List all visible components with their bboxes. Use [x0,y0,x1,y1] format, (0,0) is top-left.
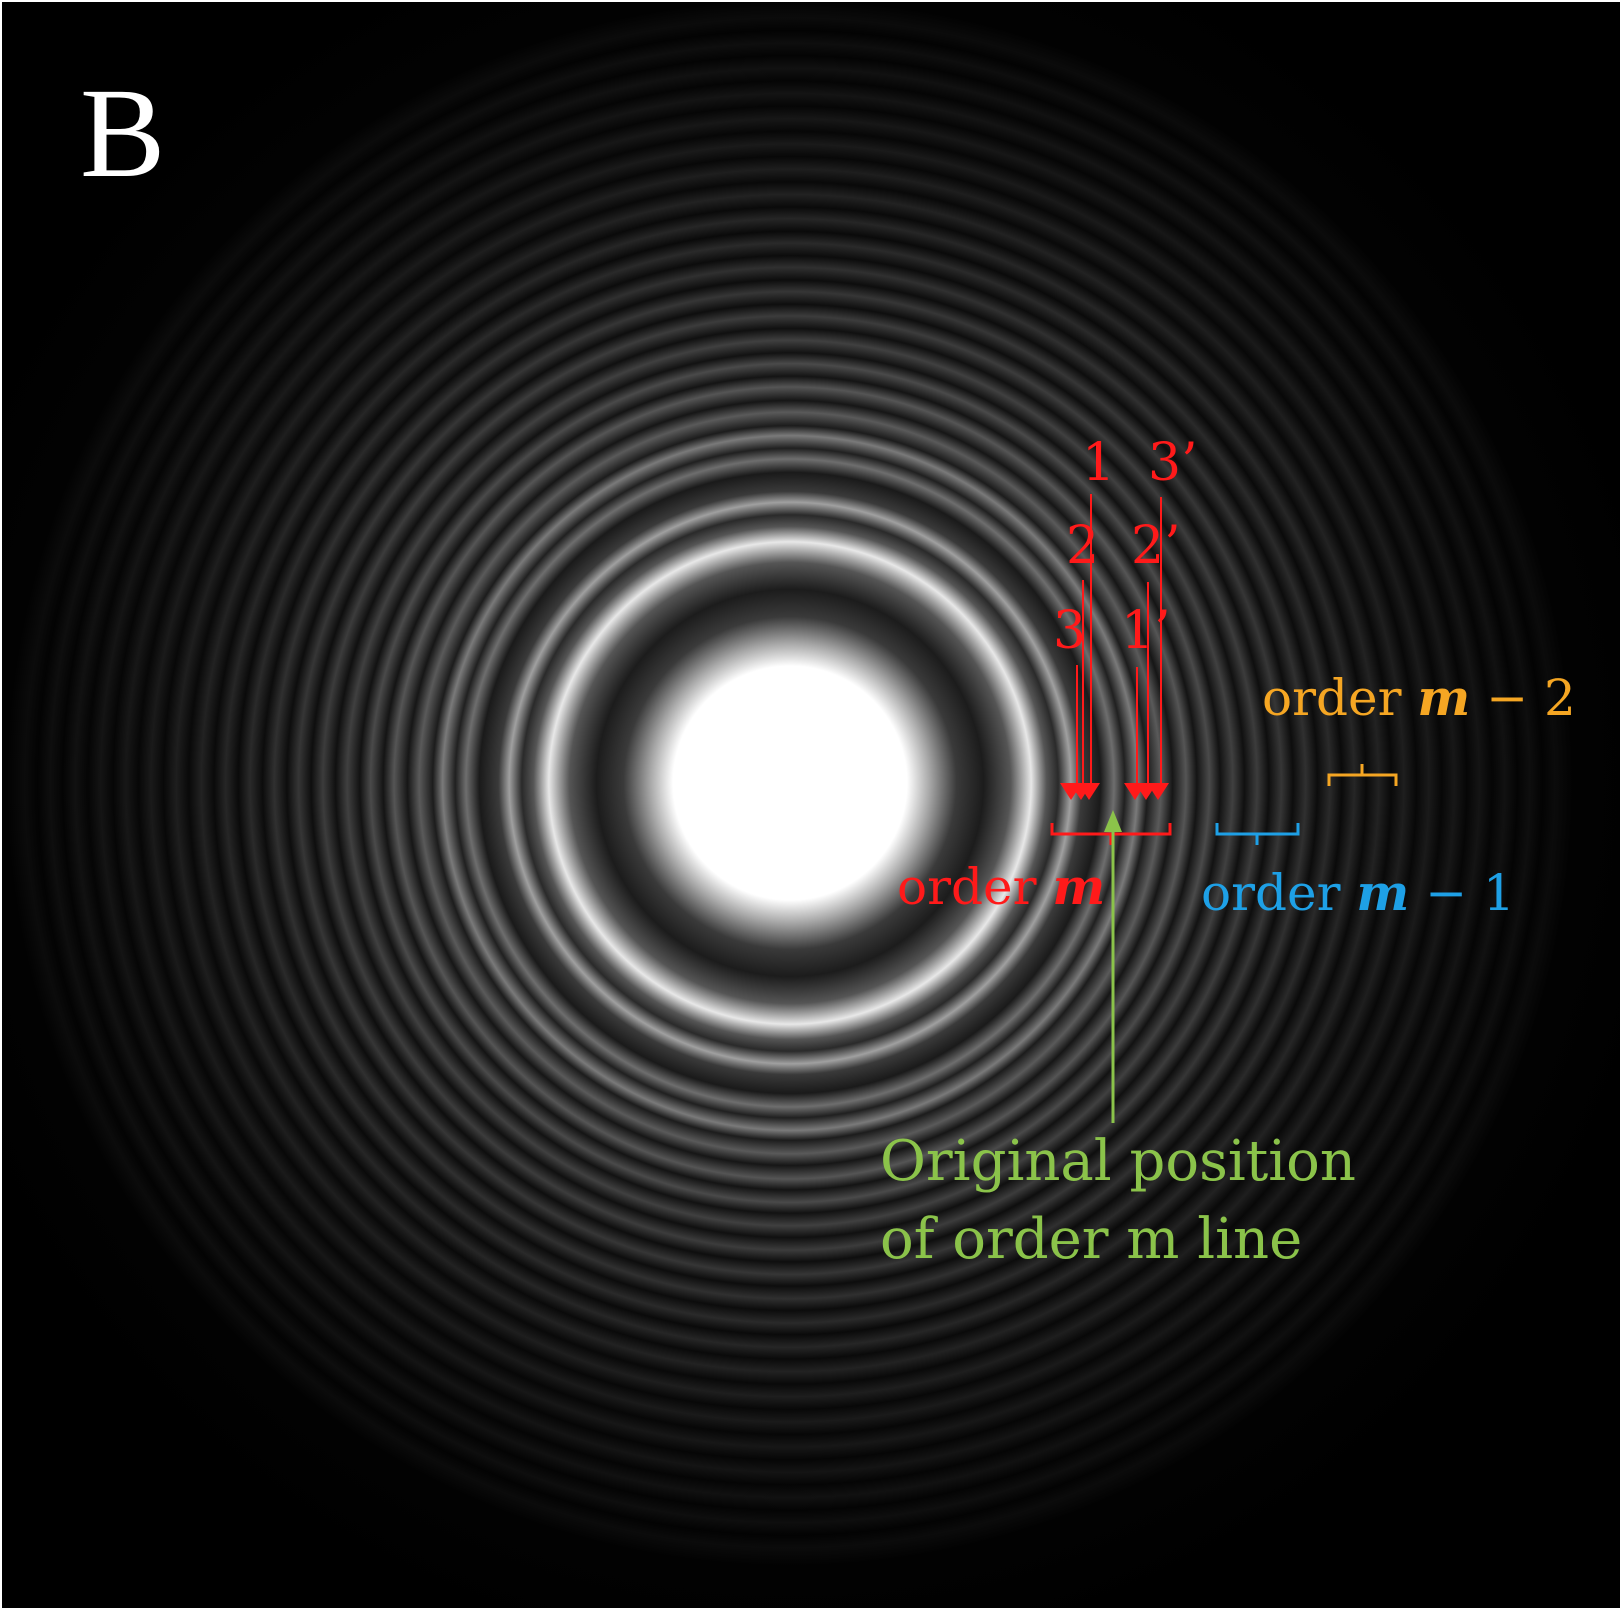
label-line-3: 3 [1053,601,1086,661]
label-line-1p: 1’ [1121,601,1171,661]
order-m-1-label: order m − 1 [1201,863,1515,922]
original-position-label-line1: Original position [880,1129,1356,1194]
original-position-label-line2: of order m line [880,1207,1302,1272]
label-line-2p: 2’ [1131,516,1181,576]
order-m-2-label: order m − 2 [1262,668,1576,727]
order-m-label: order m [897,857,1105,916]
label-line-2: 2 [1066,516,1099,576]
label-line-3p: 3’ [1148,433,1198,493]
panel-label: B [80,62,165,204]
label-line-1: 1 [1082,433,1115,493]
